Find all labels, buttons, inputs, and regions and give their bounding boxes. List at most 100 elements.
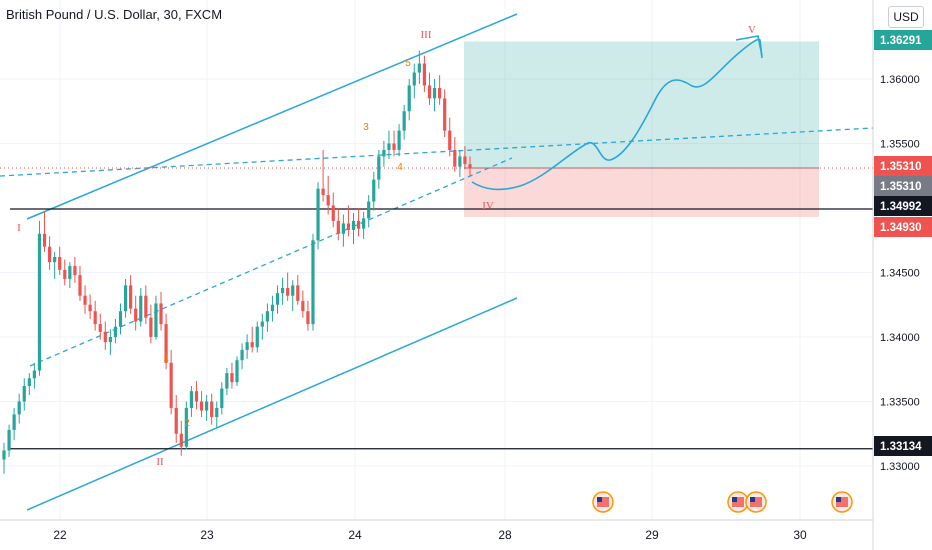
candle xyxy=(37,220,42,376)
price-label-box xyxy=(874,156,932,176)
candle-body xyxy=(12,414,16,430)
candle xyxy=(387,130,391,159)
currency-button[interactable]: USD xyxy=(888,6,924,28)
candle xyxy=(215,401,219,428)
candle-body xyxy=(372,179,376,202)
candle xyxy=(367,195,371,228)
candle-body xyxy=(412,72,416,86)
candle-body xyxy=(367,201,371,219)
price-label-box xyxy=(874,436,932,456)
candle-body xyxy=(194,391,199,402)
candle xyxy=(311,233,315,331)
candle-body xyxy=(341,223,345,234)
projected-wave-path xyxy=(471,38,763,191)
price-label-text: 1.36291 xyxy=(880,35,922,47)
candle xyxy=(392,130,396,157)
candle xyxy=(443,89,447,138)
candle xyxy=(220,382,224,415)
candle-body xyxy=(83,295,87,305)
candle xyxy=(427,72,432,105)
candle-body xyxy=(220,388,224,408)
candle xyxy=(255,321,259,353)
candle-body xyxy=(402,111,406,131)
date-tick-label: 28 xyxy=(498,528,512,542)
candle xyxy=(341,214,345,247)
price-tick-label: 1.36000 xyxy=(880,74,920,86)
channel-lines xyxy=(0,13,874,511)
candle xyxy=(336,208,340,241)
candle xyxy=(118,303,123,335)
candle xyxy=(32,362,36,389)
candle xyxy=(316,182,320,250)
price-label-text: 1.35310 xyxy=(880,161,922,173)
price-label-box xyxy=(874,196,932,216)
candle-body xyxy=(47,246,52,263)
candle-body xyxy=(316,188,320,241)
candle xyxy=(275,285,280,314)
candle xyxy=(194,380,199,410)
candle-body xyxy=(255,326,259,348)
candle-body xyxy=(296,285,300,301)
candle xyxy=(184,401,188,450)
candle-body xyxy=(235,360,239,383)
candle xyxy=(235,356,239,387)
candle xyxy=(346,205,351,237)
candle-body xyxy=(174,407,178,434)
candle xyxy=(397,124,401,157)
candle-body xyxy=(331,205,335,221)
candle xyxy=(73,257,77,283)
candle xyxy=(108,329,112,356)
candle-body xyxy=(377,156,381,180)
candle xyxy=(438,75,442,105)
candle-body xyxy=(291,285,295,296)
candle-body xyxy=(7,429,11,451)
candle xyxy=(98,313,102,340)
price-tick-label: 1.34000 xyxy=(880,332,920,344)
event-flag-stripes xyxy=(836,497,848,507)
date-axis: 22 23 24 28 29 30 xyxy=(53,528,807,542)
candle xyxy=(382,140,386,167)
candle xyxy=(27,373,31,396)
price-label-box xyxy=(874,30,932,50)
candle xyxy=(139,287,143,327)
candle-series xyxy=(2,50,472,474)
candle xyxy=(58,246,62,276)
minor-wave-label: 4 xyxy=(397,162,403,173)
event-flag-stripes xyxy=(597,497,609,507)
candle-body xyxy=(311,240,315,325)
candle-body xyxy=(336,220,340,234)
minor-wave-label: 2 xyxy=(184,418,190,429)
candle xyxy=(260,313,264,340)
candle xyxy=(144,285,148,325)
price-tick-label: 1.33000 xyxy=(880,461,920,473)
candle xyxy=(199,391,204,417)
candle xyxy=(280,277,285,305)
candle xyxy=(468,156,472,176)
price-tick-label: 1.35500 xyxy=(880,139,920,151)
candle-body xyxy=(270,304,275,312)
channel-upper-line xyxy=(26,13,518,220)
candle xyxy=(68,262,72,288)
event-flag-icon xyxy=(831,491,853,513)
candle-body xyxy=(37,233,42,371)
candle-body xyxy=(149,317,153,337)
candle xyxy=(169,349,173,415)
candle xyxy=(179,420,183,456)
candle xyxy=(402,104,406,140)
candle-body xyxy=(42,233,47,247)
candle xyxy=(149,304,153,344)
candle xyxy=(270,295,275,322)
candle xyxy=(377,149,381,189)
candle xyxy=(412,63,416,99)
candle xyxy=(372,171,376,211)
candle-body xyxy=(123,285,128,312)
candle-body xyxy=(346,223,351,230)
candle-body xyxy=(448,130,452,150)
major-wave-label: II xyxy=(156,456,164,468)
candle-body xyxy=(32,370,36,379)
price-tick-label: 1.34500 xyxy=(880,268,920,280)
candle xyxy=(306,300,310,331)
candle xyxy=(129,275,133,314)
